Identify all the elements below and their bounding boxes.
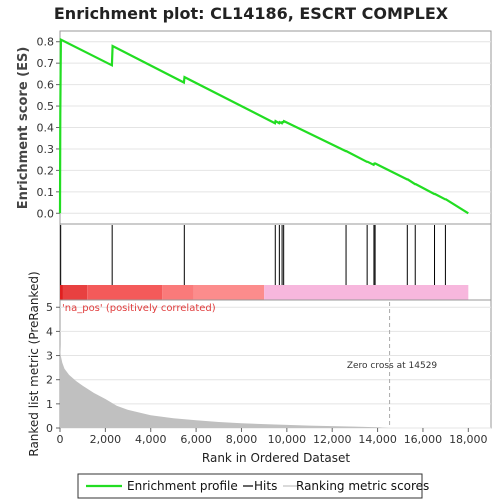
metric-y-tick-label: 3: [46, 350, 53, 363]
metric-y-tick-label: 1: [46, 398, 53, 411]
x-tick-label: 16,000: [404, 433, 443, 446]
metric-x-axis-ticks: 0 2,000 4,000 6,000 8,000 10,000 12,000 14,000 1…: [57, 428, 488, 446]
legend-hits-label: Hits: [254, 479, 277, 493]
hit-lines: [60, 225, 446, 285]
x-tick-label: 10,000: [268, 433, 307, 446]
es-y-tick-label: 0.0: [37, 207, 55, 220]
hits-panel: [59, 223, 492, 301]
x-tick-label: 8,000: [226, 433, 258, 446]
zero-cross-label: Zero cross at 14529: [347, 361, 438, 371]
es-y-tick-label: 0.6: [37, 79, 55, 92]
es-y-tick-label: 0.5: [37, 100, 55, 113]
x-tick-label: 12,000: [313, 433, 352, 446]
x-axis-label: Rank in Ordered Dataset: [202, 451, 350, 465]
es-y-tick-label: 0.7: [37, 57, 55, 70]
es-y-tick-label: 0.8: [37, 36, 55, 49]
enrichment-profile-line: [58, 37, 469, 215]
ranking-metric-area: [60, 344, 469, 428]
heatmap-segment: [60, 285, 63, 300]
metric-y-tick-label: 0: [46, 422, 53, 435]
legend-enrichment-profile-label: Enrichment profile: [127, 479, 238, 493]
es-y-tick-label: 0.4: [37, 122, 55, 135]
x-tick-label: 4,000: [135, 433, 167, 446]
heatmap-segment: [162, 285, 194, 300]
x-tick-label: 0: [57, 433, 64, 446]
metric-y-axis-ticks: 0 1 2 3 4 5: [46, 301, 60, 435]
metric-y-tick-label: 2: [46, 374, 53, 387]
es-y-axis-ticks: 0.0 0.1 0.2 0.3 0.4 0.5 0.6 0.7 0.8: [37, 36, 60, 220]
heatmap-segment: [193, 285, 265, 300]
ranked-list-heatmap-bar: [60, 285, 469, 300]
positive-correlation-label: 'na_pos' (positively correlated): [62, 303, 216, 314]
x-tick-label: 14,000: [358, 433, 397, 446]
metric-y-tick-label: 5: [46, 301, 53, 314]
legend: Enrichment profile Hits Ranking metric s…: [77, 473, 429, 499]
es-y-tick-label: 0.1: [37, 186, 55, 199]
x-tick-label: 2,000: [90, 433, 122, 446]
x-tick-label: 18,000: [449, 433, 488, 446]
es-y-axis-label: Enrichment score (ES): [16, 47, 31, 210]
heatmap-segment: [264, 285, 469, 300]
es-y-tick-label: 0.2: [37, 164, 55, 177]
es-gridlines: [60, 41, 491, 214]
ranked-list-metric-panel: 'na_pos' (positively correlated) Zero cr…: [27, 271, 492, 465]
heatmap-segment: [87, 285, 163, 300]
chart-title: Enrichment plot: CL14186, ESCRT COMPLEX: [54, 4, 449, 23]
heatmap-segment: [62, 285, 88, 300]
x-tick-label: 6,000: [180, 433, 212, 446]
metric-y-axis-label: Ranked list metric (PreRanked): [27, 271, 41, 456]
legend-ranking-metric-label: Ranking metric scores: [296, 479, 429, 493]
metric-y-tick-label: 4: [46, 325, 53, 338]
es-y-tick-label: 0.3: [37, 143, 55, 156]
enrichment-profile-panel: 0.0 0.1 0.2 0.3 0.4 0.5 0.6 0.7 0.8 Enrichment s…: [16, 30, 492, 225]
